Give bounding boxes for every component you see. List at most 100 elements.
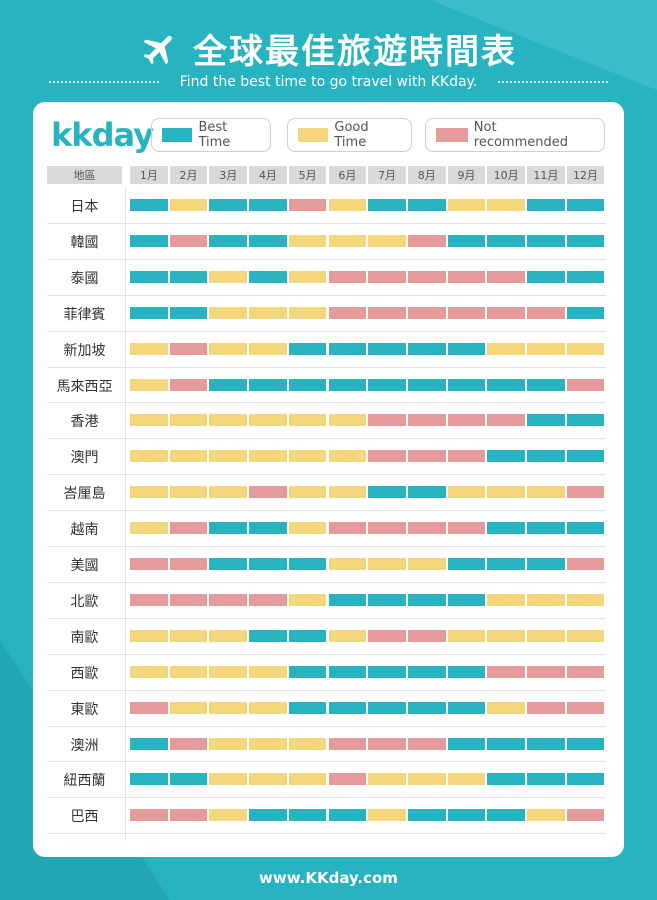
heatmap-cell <box>407 450 446 463</box>
heatmap-cell <box>249 522 287 535</box>
heatmap-cell <box>527 199 565 211</box>
heatmap-cell <box>328 737 367 750</box>
subtitle: Find the best time to go travel with KKd… <box>179 74 478 90</box>
heatmap-cell <box>328 342 367 355</box>
heatmap-cell <box>368 665 406 678</box>
legend-bad: Not recommended <box>425 118 605 152</box>
heatmap-cell <box>407 234 446 247</box>
region-label: 美國 <box>70 558 99 574</box>
heatmap-cell <box>288 737 327 750</box>
heatmap-cell <box>288 701 327 714</box>
airplane-icon <box>143 35 172 64</box>
legend-label-good: Good Time <box>334 120 369 150</box>
heatmap-cell <box>130 199 168 211</box>
heatmap-cell <box>328 234 367 247</box>
heatmap-cell <box>447 450 486 463</box>
heatmap-cell <box>368 522 406 535</box>
heatmap-cell <box>209 306 248 319</box>
heatmap-cell <box>368 270 406 283</box>
heatmap-cell <box>328 199 367 211</box>
heatmap-cell <box>249 773 287 786</box>
heatmap-cell <box>328 593 367 606</box>
legend-swatch-bad <box>436 128 468 142</box>
heatmap-cell <box>288 234 327 247</box>
heatmap-cell <box>368 234 406 247</box>
heatmap-cell <box>447 773 486 786</box>
heatmap-cell <box>328 629 367 642</box>
heatmap-cell <box>447 593 486 606</box>
heatmap-cell <box>328 701 367 714</box>
heatmap-cell <box>130 809 168 822</box>
footer-url: www.KKday.com <box>259 869 398 887</box>
row-divider <box>47 510 606 512</box>
heatmap-cell <box>487 701 525 714</box>
heatmap-cell <box>328 486 367 499</box>
heatmap-cell <box>169 414 208 427</box>
heatmap-cell <box>407 773 446 786</box>
heatmap-cell <box>407 486 446 499</box>
heatmap-cell <box>566 486 605 499</box>
column-header-region: 地區 <box>47 166 122 184</box>
heatmap-cell <box>130 270 168 283</box>
heatmap-cell <box>487 450 525 463</box>
heatmap-cell <box>169 593 208 606</box>
heatmap-cell <box>130 558 168 570</box>
row-divider <box>47 294 606 296</box>
heatmap-cell <box>447 378 486 391</box>
region-label: 澳洲 <box>70 737 99 754</box>
heatmap-cell <box>527 486 565 499</box>
month-header: 11月 <box>527 166 565 184</box>
heatmap-cell <box>130 629 168 642</box>
month-header: 10月 <box>487 166 525 184</box>
region-label: 巴西 <box>70 809 99 826</box>
heatmap-cell <box>130 342 168 355</box>
heatmap-cell <box>368 773 406 786</box>
heatmap-cell <box>487 306 525 319</box>
heatmap-cell <box>209 593 248 606</box>
divider-left <box>49 81 160 83</box>
heatmap-cell <box>407 593 446 606</box>
heatmap-cell <box>447 270 486 283</box>
heatmap-cell <box>209 773 248 786</box>
legend-good: Good Time <box>287 118 412 152</box>
heatmap-cell <box>566 593 605 606</box>
row-divider <box>47 581 606 583</box>
heatmap-cell <box>447 737 486 750</box>
title-row: 全球最佳旅遊時間表 <box>0 24 657 73</box>
heatmap-cell <box>447 234 486 247</box>
heatmap-cell <box>527 306 565 319</box>
heatmap-cell <box>288 414 327 427</box>
heatmap-cell <box>209 486 248 499</box>
heatmap-cell <box>447 199 486 211</box>
heatmap-cell <box>169 234 208 247</box>
heatmap-cell <box>447 629 486 642</box>
heatmap-cell <box>566 234 605 247</box>
heatmap-cell <box>249 414 287 427</box>
heatmap-cell <box>249 342 287 355</box>
region-label: 南歐 <box>70 629 99 646</box>
heatmap-cell <box>328 558 367 570</box>
heatmap-cell <box>487 558 525 570</box>
region-label: 東歐 <box>70 701 99 718</box>
legend-label-best: Best Time <box>198 120 231 150</box>
heatmap-cell <box>169 558 208 570</box>
heatmap-cell <box>169 342 208 355</box>
heatmap-cell <box>169 486 208 499</box>
row-divider <box>47 689 606 691</box>
heatmap-cell <box>407 665 446 678</box>
month-header: 9月 <box>447 166 486 184</box>
heatmap-cell <box>447 665 486 678</box>
heatmap-cell <box>368 486 406 499</box>
heatmap-cell <box>328 809 367 822</box>
heatmap-cell <box>169 522 208 535</box>
heatmap-cell <box>130 378 168 391</box>
heatmap-cell <box>407 558 446 570</box>
heatmap-cell <box>407 270 446 283</box>
heatmap-cell <box>487 486 525 499</box>
heatmap-cell <box>527 450 565 463</box>
heatmap-cell <box>447 342 486 355</box>
region-label: 香港 <box>70 414 99 431</box>
heatmap-cell <box>368 199 406 211</box>
heatmap-cell <box>288 558 327 570</box>
heatmap-cell <box>169 378 208 391</box>
